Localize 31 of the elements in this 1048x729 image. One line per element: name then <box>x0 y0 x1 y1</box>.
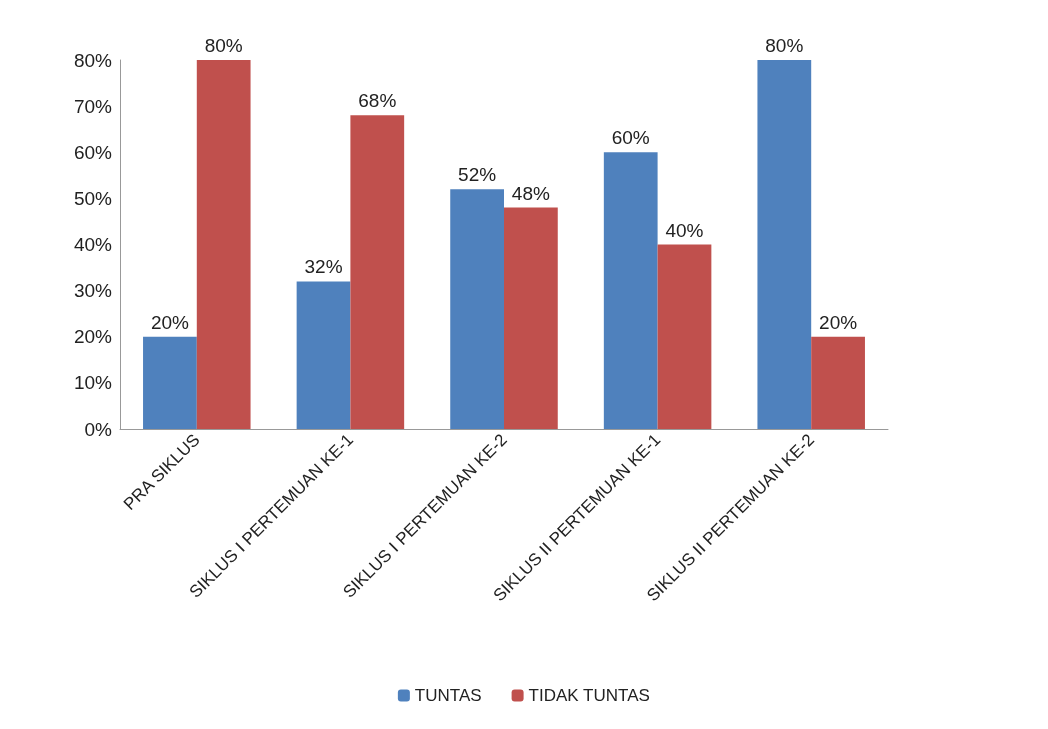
data-label: 20% <box>150 311 190 333</box>
bar <box>350 115 405 429</box>
y-tick-label: 0% <box>84 418 113 440</box>
y-tick-label: 50% <box>73 187 113 209</box>
y-tick-label: 80% <box>73 49 113 71</box>
data-label: 20% <box>819 311 858 333</box>
y-tick-label: 10% <box>73 372 113 394</box>
legend-label: TUNTAS <box>414 686 482 705</box>
y-tick-label: 30% <box>73 280 113 302</box>
bar <box>504 207 558 429</box>
y-tick-label: 70% <box>73 95 113 117</box>
bar <box>196 60 251 429</box>
y-tick-label: 60% <box>73 141 113 163</box>
data-label: 48% <box>511 182 550 204</box>
y-tick-label: 40% <box>73 234 113 255</box>
bar <box>603 152 658 429</box>
bar <box>811 336 865 429</box>
bar <box>757 60 812 429</box>
data-label: 32% <box>304 256 343 278</box>
bar <box>296 281 351 429</box>
y-tick-label: 20% <box>73 326 113 348</box>
data-label: 52% <box>458 164 497 186</box>
data-label: 68% <box>358 90 397 112</box>
legend-label: TIDAK TUNTAS <box>528 686 650 705</box>
data-label: 80% <box>204 35 243 56</box>
data-label: 60% <box>611 127 650 149</box>
bar <box>143 336 197 429</box>
bar <box>450 189 504 429</box>
data-label: 40% <box>665 219 704 241</box>
data-label: 80% <box>765 35 804 56</box>
bar <box>657 244 712 429</box>
